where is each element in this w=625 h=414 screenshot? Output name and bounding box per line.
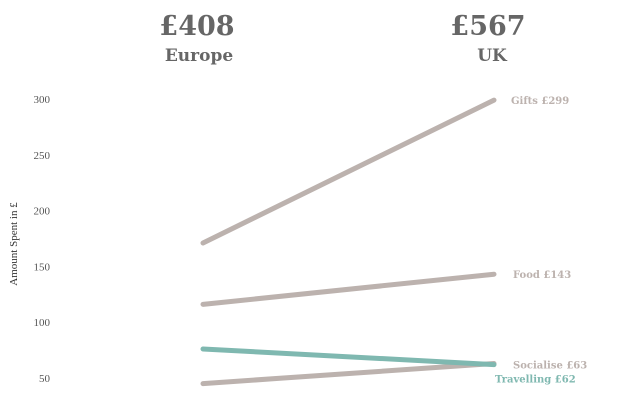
y-tick-label: 200 <box>34 206 51 218</box>
europe-label: Europe <box>165 46 233 66</box>
series-line-food <box>200 271 497 307</box>
series-line-travelling <box>200 346 497 368</box>
y-axis-label: Amount Spent in £ <box>8 202 20 286</box>
uk-label: UK <box>477 46 508 66</box>
y-tick-label: 150 <box>34 261 51 273</box>
series-line-gifts <box>200 97 497 246</box>
series-line-socialise <box>200 360 497 387</box>
series-end-label-food: Food £143 <box>513 270 571 281</box>
y-tick-label: 50 <box>39 373 51 385</box>
series-end-label-gifts: Gifts £299 <box>511 96 569 107</box>
y-tick-label: 100 <box>34 317 51 329</box>
y-tick-label: 300 <box>34 94 51 106</box>
series-end-label-travelling: Travelling £62 <box>495 375 576 386</box>
y-tick-label: 250 <box>34 150 51 162</box>
series-end-label-socialise: Socialise £63 <box>513 360 587 371</box>
europe-total: £408 <box>159 11 234 42</box>
uk-total: £567 <box>450 11 525 42</box>
